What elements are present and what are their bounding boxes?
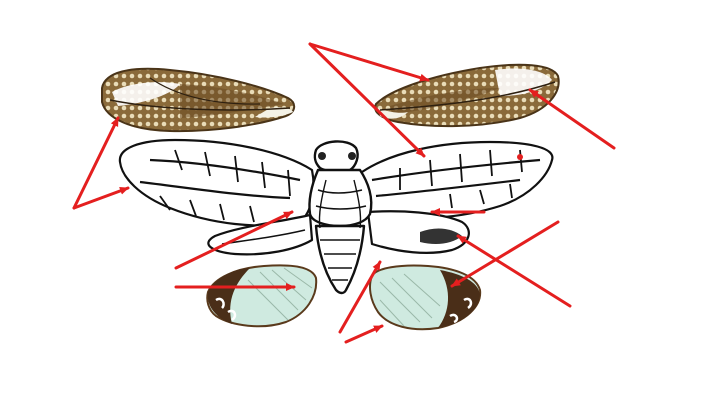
arrow-right-forewing-photo-from-top <box>308 42 430 82</box>
arrow-abdomen-base <box>338 260 382 334</box>
forewing-drawing-right <box>359 140 554 220</box>
forewing-drawing-left <box>118 138 315 227</box>
arrow-body-left-forewing <box>174 210 294 270</box>
arrow-left-forewing-photo-from-left <box>72 116 120 210</box>
arrow-right-hindwing-photo <box>450 220 560 288</box>
hindwing-photo-right <box>369 264 482 331</box>
red-arrows <box>72 42 616 344</box>
arrow-left-forewing-drawing-from-left <box>72 186 130 210</box>
hindwing-photo-left <box>206 264 318 328</box>
arrow-right-forewing-tip <box>528 88 616 150</box>
hindwing-drawing-right <box>366 210 470 254</box>
arrow-right-hindwing-patch <box>456 234 572 308</box>
forewing-photo-left <box>101 67 296 133</box>
arrow-right-hindwing-base <box>344 324 384 344</box>
arrow-right-forewing-drawing-from-top <box>308 42 426 158</box>
forewing-photo-right <box>374 63 560 128</box>
cicada-body-drawing <box>308 140 373 295</box>
